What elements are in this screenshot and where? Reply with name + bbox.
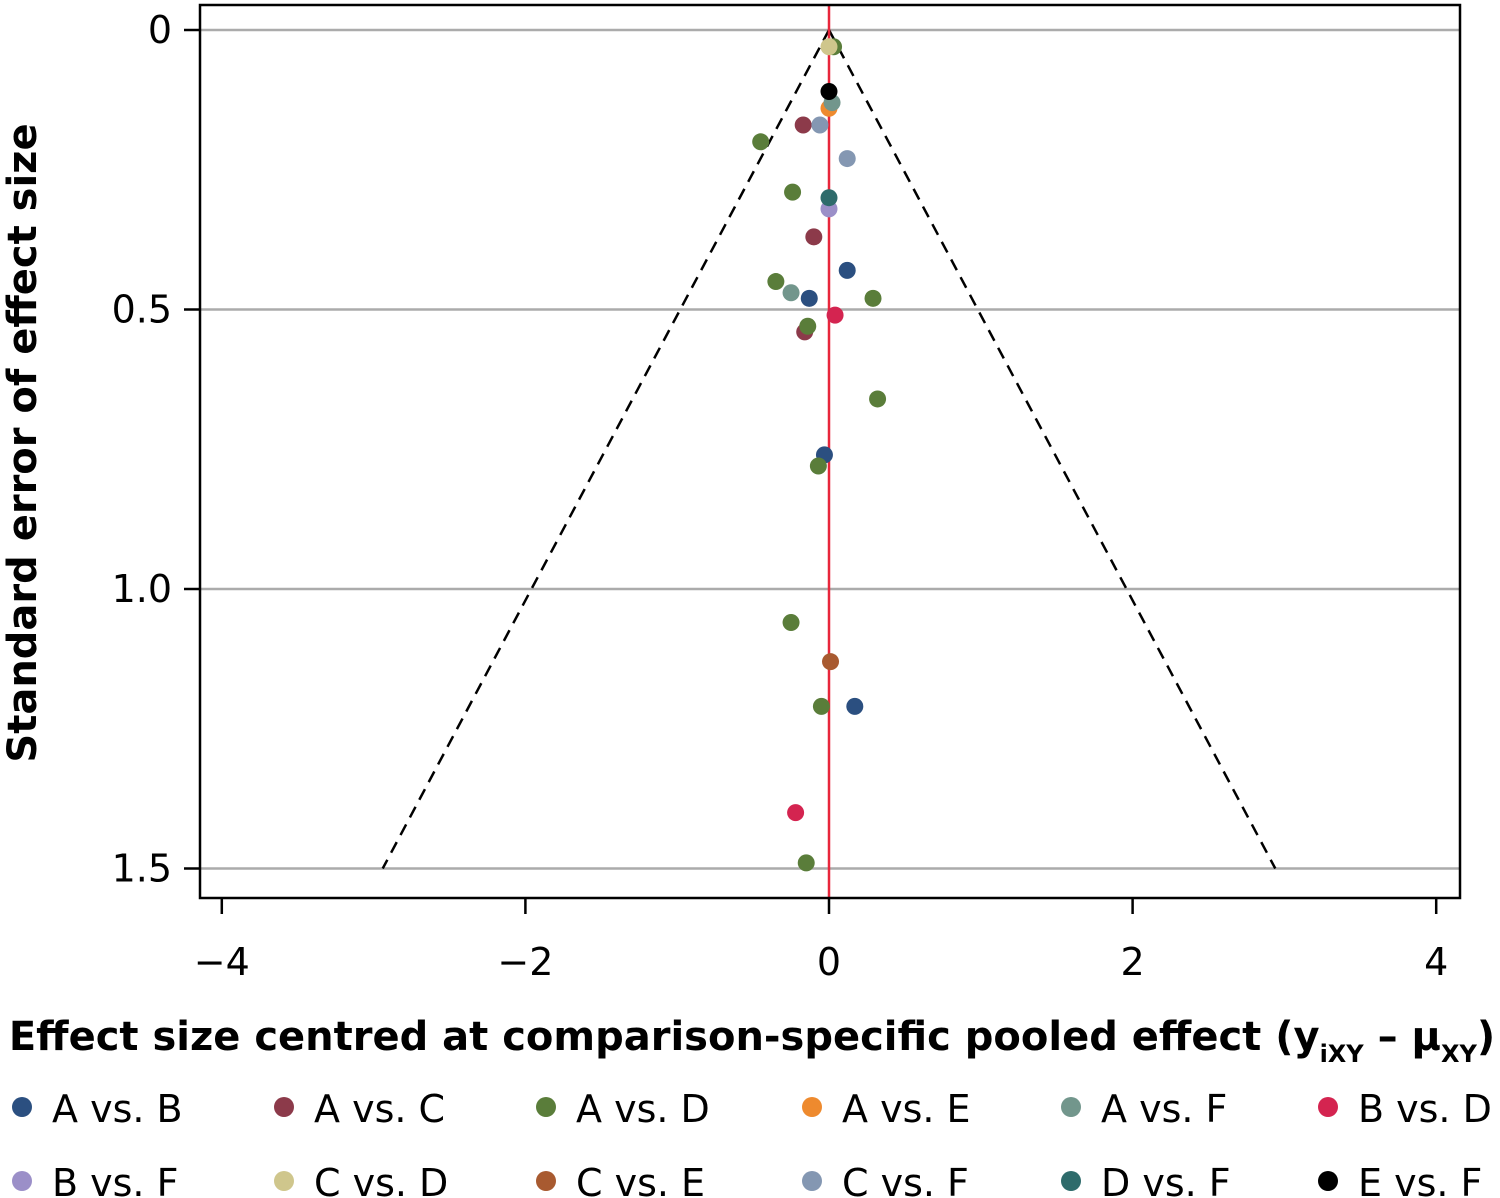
point-series-0-1 bbox=[800, 289, 818, 307]
funnel-line-left bbox=[381, 29, 831, 870]
y-tick-label-1: 0.5 bbox=[112, 288, 172, 332]
y-axis-label: Standard error of effect size bbox=[0, 123, 46, 762]
legend-marker-6 bbox=[12, 1171, 32, 1191]
point-series-8-0 bbox=[822, 653, 840, 671]
point-series-2-0 bbox=[752, 133, 770, 151]
point-series-2-6 bbox=[809, 457, 827, 475]
point-series-11-0 bbox=[820, 82, 838, 100]
legend-label-2: A vs. D bbox=[576, 1087, 710, 1131]
point-series-7-0 bbox=[820, 38, 838, 56]
point-series-9-0 bbox=[811, 116, 829, 134]
x-tick-label-1: −2 bbox=[497, 940, 553, 984]
x-tick-label-2: 0 bbox=[817, 940, 841, 984]
x-axis-label-end: ) bbox=[1477, 1014, 1495, 1060]
legend-label-9: C vs. F bbox=[842, 1161, 969, 1198]
legend-marker-8 bbox=[536, 1171, 556, 1191]
y-tick-label-0: 0 bbox=[148, 8, 172, 52]
legend-label-8: C vs. E bbox=[576, 1161, 705, 1198]
point-series-2-8 bbox=[812, 697, 830, 715]
point-series-0-0 bbox=[838, 261, 856, 279]
legend-marker-2 bbox=[536, 1097, 556, 1117]
x-axis-label: Effect size centred at comparison-specif… bbox=[9, 1014, 1495, 1068]
data-points bbox=[752, 38, 887, 872]
legend-marker-10 bbox=[1061, 1171, 1081, 1191]
x-axis-ticks: −4 −2 0 2 4 bbox=[194, 898, 1448, 984]
legend-label-5: B vs. D bbox=[1358, 1087, 1492, 1131]
point-series-2-5 bbox=[869, 390, 887, 408]
point-series-5-0 bbox=[826, 306, 844, 324]
point-series-2-4 bbox=[799, 317, 817, 335]
point-series-5-1 bbox=[787, 804, 805, 822]
legend-marker-3 bbox=[802, 1097, 822, 1117]
legend-label-6: B vs. F bbox=[52, 1161, 178, 1198]
point-series-2-3 bbox=[864, 289, 882, 307]
legend-label-4: A vs. F bbox=[1101, 1087, 1227, 1131]
legend-marker-1 bbox=[274, 1097, 294, 1117]
legend-marker-4 bbox=[1061, 1097, 1081, 1117]
y-tick-label-3: 1.5 bbox=[112, 847, 172, 891]
legend-label-3: A vs. E bbox=[842, 1087, 971, 1131]
legend-label-11: E vs. F bbox=[1358, 1161, 1482, 1198]
x-axis-label-sub1: iXY bbox=[1320, 1040, 1365, 1068]
legend-label-1: A vs. C bbox=[314, 1087, 445, 1131]
legend-marker-11 bbox=[1318, 1171, 1338, 1191]
point-series-2-1 bbox=[784, 183, 802, 201]
point-series-1-1 bbox=[805, 228, 823, 246]
point-series-4-1 bbox=[782, 284, 800, 302]
x-axis-label-main: Effect size centred at comparison-specif… bbox=[9, 1014, 1320, 1060]
y-axis-ticks: 0 0.5 1.0 1.5 bbox=[112, 8, 200, 891]
legend-marker-7 bbox=[274, 1171, 294, 1191]
legend-label-10: D vs. F bbox=[1101, 1161, 1231, 1198]
legend: A vs. B A vs. C A vs. D A vs. E A vs. F B vs.… bbox=[12, 1087, 1492, 1198]
legend-label-7: C vs. D bbox=[314, 1161, 448, 1198]
point-series-2-7 bbox=[782, 614, 800, 632]
point-series-1-0 bbox=[794, 116, 812, 134]
legend-label-0: A vs. B bbox=[52, 1087, 183, 1131]
x-tick-label-0: −4 bbox=[194, 940, 250, 984]
point-series-9-1 bbox=[838, 150, 856, 168]
point-series-2-9 bbox=[797, 854, 815, 872]
funnel-lines bbox=[381, 29, 1277, 870]
y-tick-label-2: 1.0 bbox=[112, 567, 172, 611]
legend-marker-5 bbox=[1318, 1097, 1338, 1117]
point-series-2-2 bbox=[767, 273, 785, 291]
x-axis-label-sub2: XY bbox=[1441, 1040, 1478, 1068]
funnel-line-right bbox=[827, 29, 1277, 870]
x-tick-label-4: 4 bbox=[1424, 940, 1448, 984]
x-tick-label-3: 2 bbox=[1121, 940, 1145, 984]
x-axis-label-mid: – μ bbox=[1364, 1014, 1441, 1060]
legend-marker-9 bbox=[802, 1171, 822, 1191]
point-series-0-3 bbox=[846, 697, 864, 715]
point-series-10-0 bbox=[820, 189, 838, 207]
legend-marker-0 bbox=[12, 1097, 32, 1117]
